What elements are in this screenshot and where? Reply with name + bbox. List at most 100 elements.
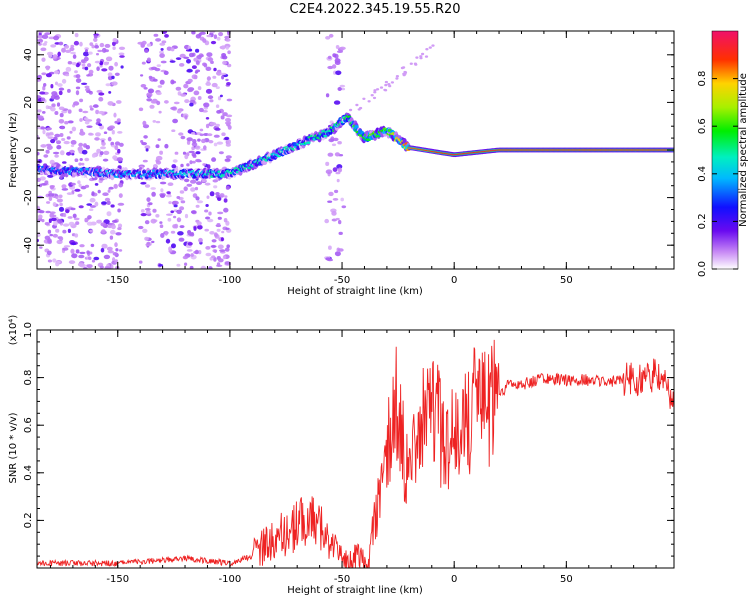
- noise-cell: [40, 47, 47, 52]
- noise-cell: [226, 114, 233, 118]
- noise-cell: [145, 148, 149, 152]
- noise-cell: [39, 176, 46, 181]
- noise-cell: [74, 70, 78, 74]
- noise-cell: [215, 104, 220, 108]
- noise-cell: [325, 169, 333, 174]
- noise-cell: [140, 213, 147, 217]
- noise-cell: [178, 237, 185, 242]
- noise-cell: [211, 255, 216, 258]
- noise-cell: [210, 40, 217, 45]
- noise-cell: [74, 158, 79, 162]
- noise-cell: [118, 182, 124, 188]
- noise-cell: [213, 257, 217, 262]
- noise-cell: [209, 99, 214, 103]
- noise-cell: [219, 193, 225, 198]
- noise-cell: [216, 141, 224, 145]
- noise-cell: [217, 258, 224, 263]
- noise-cell: [400, 66, 404, 70]
- spectrogram-y-ticks: -40 -20 0 20 40: [23, 42, 674, 258]
- noise-cell: [225, 38, 231, 42]
- noise-cell: [152, 164, 158, 169]
- noise-cell: [337, 50, 343, 53]
- noise-cell: [47, 193, 55, 197]
- noise-cell: [215, 123, 220, 127]
- noise-cell: [101, 201, 107, 205]
- noise-cell: [188, 150, 195, 154]
- noise-cell: [82, 110, 89, 114]
- noise-cell: [101, 229, 106, 234]
- noise-cell: [196, 221, 202, 226]
- noise-cell: [170, 79, 175, 85]
- noise-cell: [184, 262, 188, 266]
- noise-cell: [44, 41, 48, 44]
- noise-cell: [384, 80, 388, 84]
- noise-cell: [190, 132, 196, 135]
- noise-cell: [191, 65, 197, 69]
- noise-cell: [79, 41, 83, 47]
- noise-cell: [80, 59, 86, 63]
- noise-cell: [197, 250, 202, 255]
- noise-cell: [150, 66, 158, 71]
- y-tick-label: 20: [23, 96, 34, 109]
- noise-cell: [335, 171, 341, 175]
- noise-cell: [362, 97, 366, 101]
- noise-cell: [184, 178, 190, 183]
- noise-cell: [63, 212, 67, 218]
- noise-cell: [59, 113, 64, 118]
- noise-cell: [337, 167, 342, 173]
- noise-cell: [209, 257, 214, 261]
- noise-cell: [56, 198, 64, 203]
- noise-cell: [220, 237, 224, 242]
- noise-cell: [114, 242, 118, 248]
- noise-cell: [72, 213, 77, 219]
- noise-cell: [219, 94, 223, 98]
- noise-cell: [373, 89, 377, 92]
- noise-cell: [102, 158, 109, 162]
- noise-cell: [110, 229, 116, 235]
- noise-cell: [214, 127, 221, 131]
- noise-cell: [147, 88, 155, 94]
- noise-cell: [78, 205, 84, 209]
- noise-cell: [45, 73, 52, 78]
- noise-cell: [157, 138, 161, 142]
- noise-cell: [395, 77, 399, 80]
- noise-cell: [52, 258, 57, 263]
- noise-cell: [179, 225, 185, 229]
- noise-cell: [77, 193, 83, 198]
- noise-cell: [102, 192, 109, 196]
- noise-cell: [58, 119, 65, 124]
- noise-cell: [187, 232, 194, 236]
- noise-cell: [47, 238, 52, 244]
- noise-cell: [99, 151, 104, 156]
- noise-cell: [188, 48, 193, 52]
- noise-cell: [158, 264, 164, 267]
- noise-cell: [211, 157, 217, 162]
- noise-cell: [78, 183, 82, 188]
- noise-cell: [107, 136, 112, 142]
- noise-cell: [94, 183, 99, 186]
- noise-cell: [367, 100, 371, 103]
- spectrogram-panel: -150 -100 -50 0 50 -40 -20 0 20 40 Height of str…: [8, 30, 675, 297]
- colorbar: 0.0 0.2 0.4 0.6 0.8 Normalized spectral ampl…: [697, 30, 749, 277]
- noise-cell: [205, 204, 209, 207]
- noise-cell: [224, 43, 231, 49]
- noise-cell: [72, 54, 77, 59]
- noise-cell: [107, 250, 114, 254]
- noise-cell: [173, 204, 178, 208]
- noise-cell: [195, 69, 201, 73]
- noise-cell: [336, 178, 340, 183]
- noise-cell: [62, 229, 67, 234]
- colorbar-frame: [711, 30, 739, 270]
- noise-cell: [191, 152, 197, 157]
- noise-cell: [159, 53, 165, 58]
- noise-cell: [207, 218, 214, 223]
- noise-cell: [100, 222, 107, 227]
- noise-cell: [37, 35, 44, 39]
- noise-cell: [164, 100, 169, 104]
- noise-cell: [81, 82, 88, 86]
- noise-cell: [183, 83, 189, 89]
- noise-cell: [79, 118, 83, 122]
- noise-cell: [166, 213, 173, 216]
- noise-cell: [96, 219, 102, 224]
- noise-cell: [197, 86, 202, 91]
